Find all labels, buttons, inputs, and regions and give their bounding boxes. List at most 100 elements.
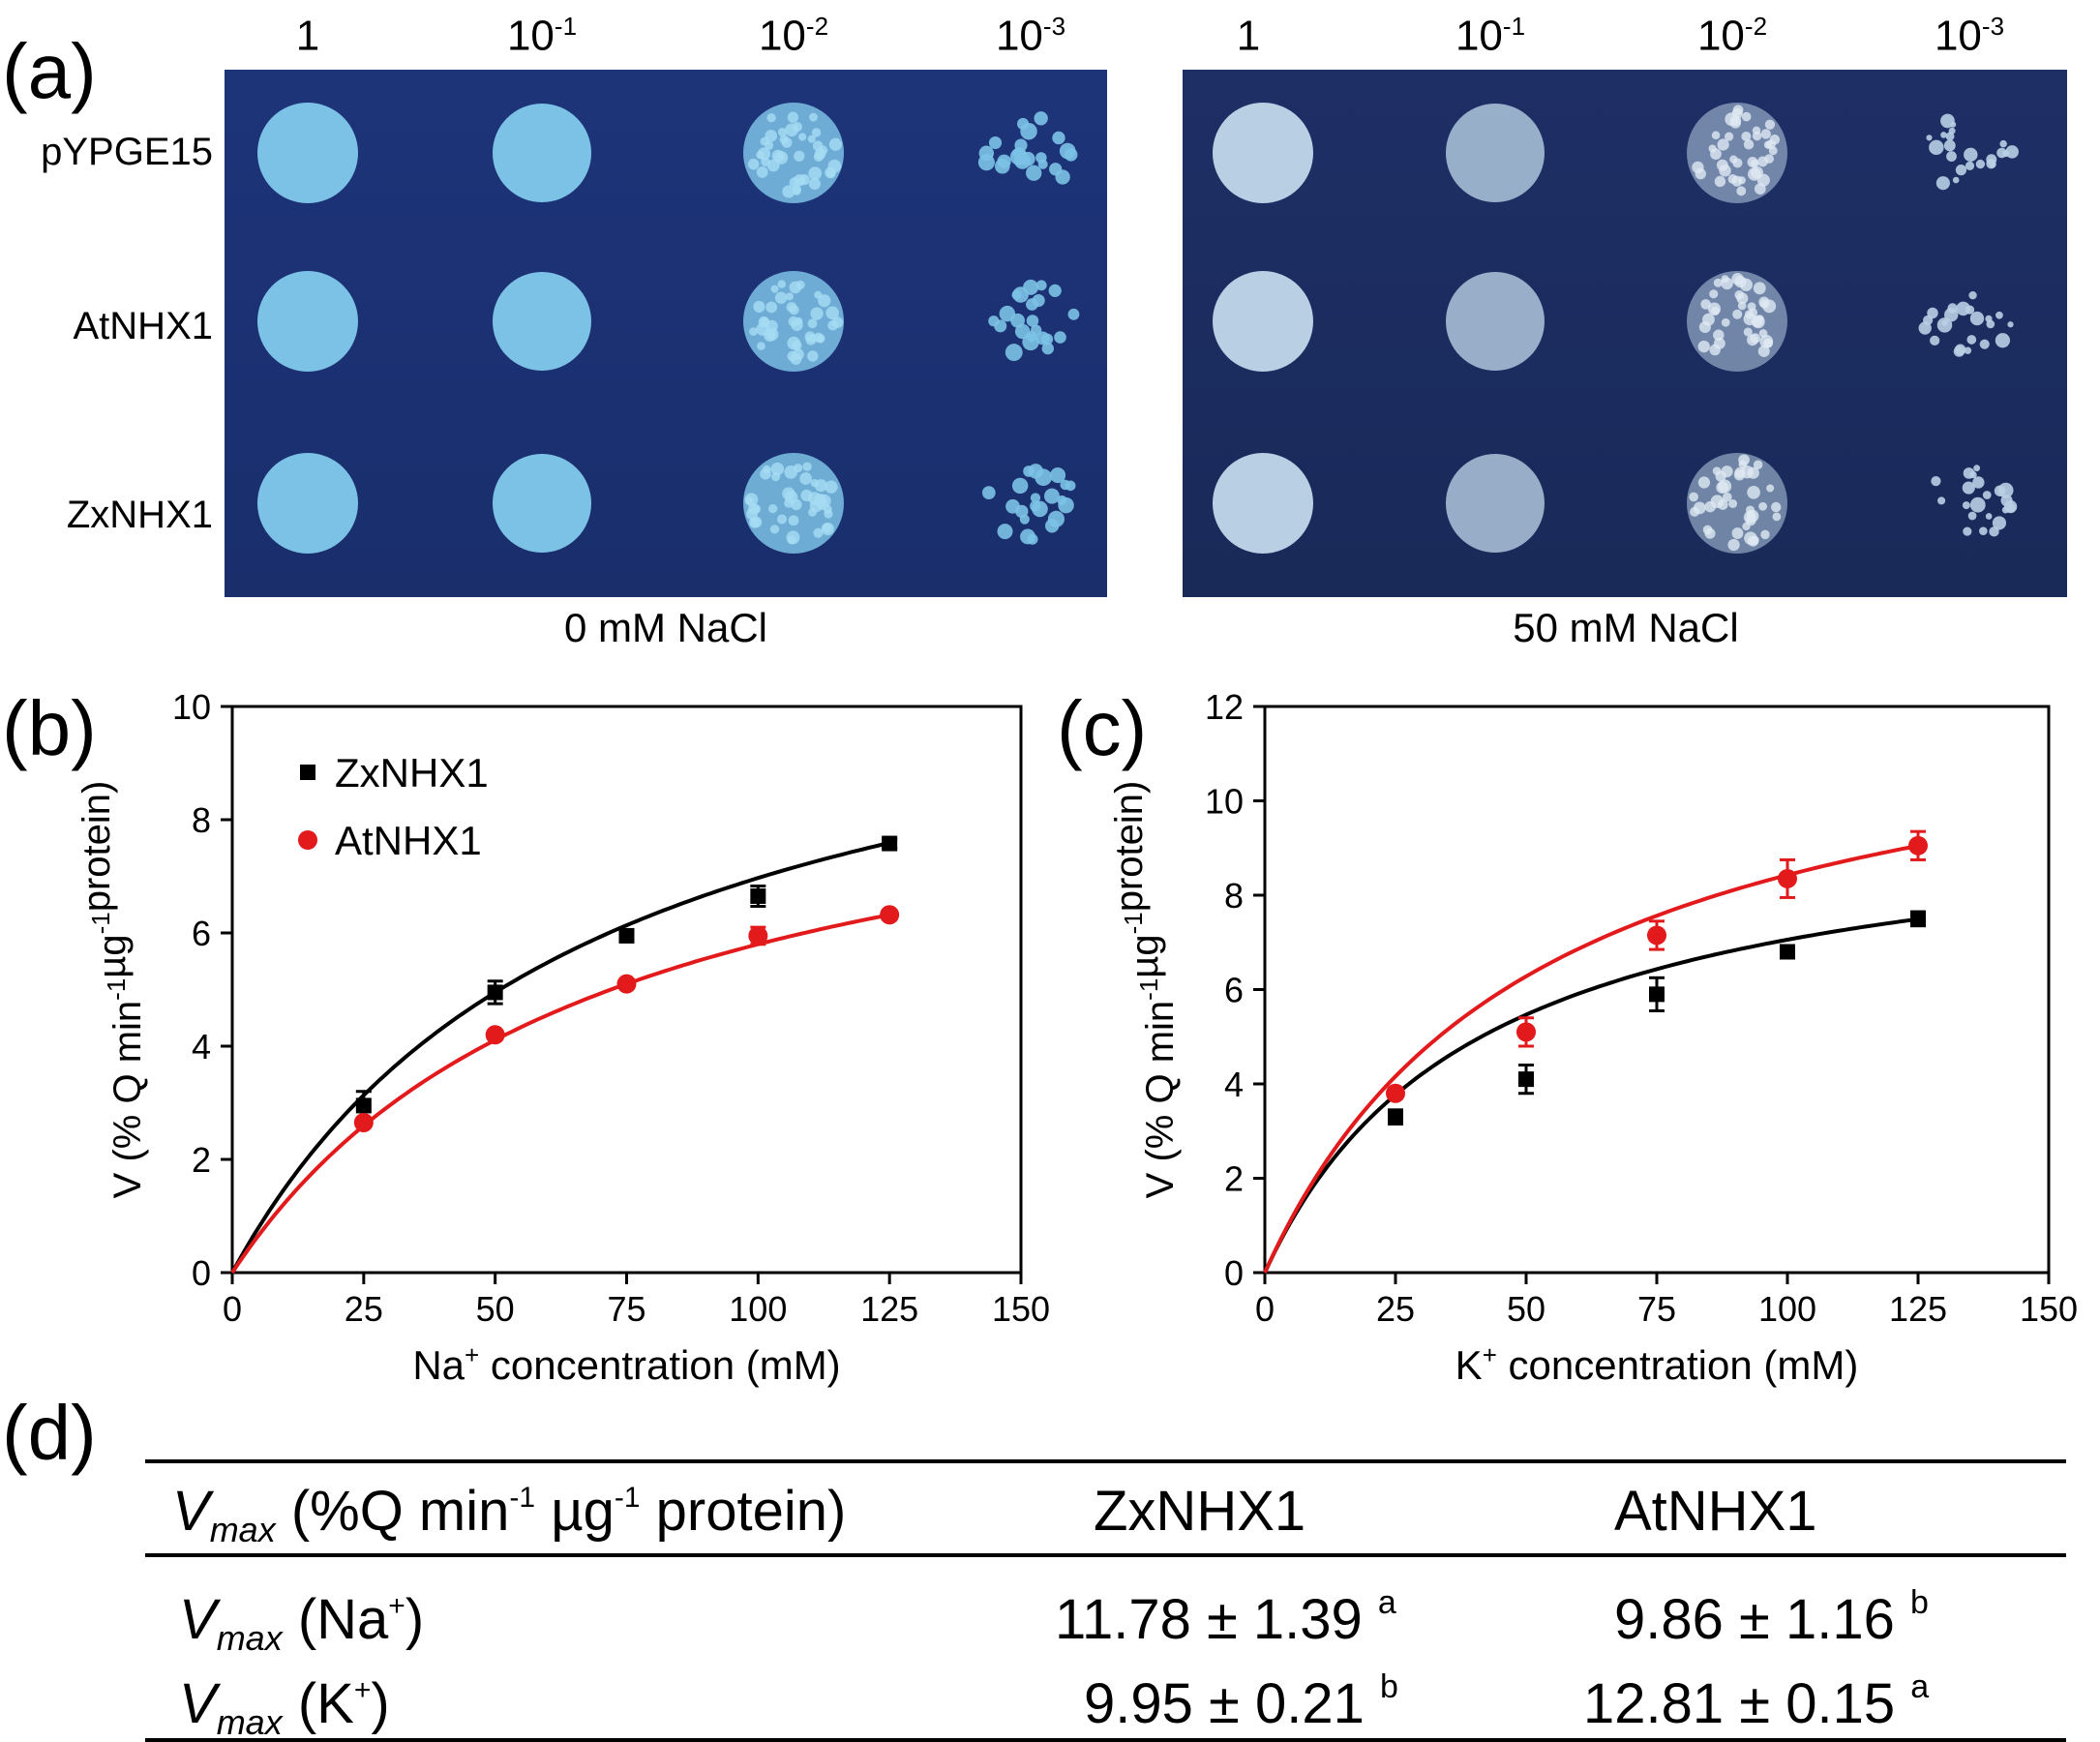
colony-spot bbox=[1446, 272, 1545, 371]
colony bbox=[1017, 117, 1030, 131]
colony bbox=[824, 509, 833, 519]
colony bbox=[758, 315, 770, 328]
colony bbox=[997, 524, 1013, 540]
colony bbox=[1926, 135, 1933, 141]
colony bbox=[1966, 335, 1977, 345]
chart-na-kinetics: 0 25 50 75 100 125 150 0 2 4 6 8 10 Na+ concentration… bbox=[75, 687, 1050, 1388]
colony bbox=[1732, 158, 1743, 168]
x-tick-label: 50 bbox=[1507, 1289, 1545, 1329]
colony bbox=[807, 135, 816, 143]
colony bbox=[1732, 105, 1744, 116]
colony bbox=[1722, 492, 1732, 502]
colony bbox=[1985, 513, 1993, 520]
colony bbox=[1027, 533, 1038, 545]
colony bbox=[1009, 147, 1028, 165]
x-tick-label: 100 bbox=[1758, 1289, 1816, 1329]
strain-label: AtNHX1 bbox=[73, 305, 214, 347]
colony bbox=[1055, 169, 1070, 185]
colony bbox=[1760, 129, 1771, 139]
colony-spot bbox=[493, 272, 591, 371]
colony bbox=[1011, 289, 1022, 300]
colony bbox=[1035, 152, 1047, 164]
colony bbox=[765, 130, 778, 142]
colony bbox=[1738, 454, 1750, 466]
y-tick-label: 4 bbox=[192, 1027, 211, 1066]
colony bbox=[1744, 531, 1757, 545]
colony-spot bbox=[1213, 453, 1313, 554]
data-point-atnhx1 bbox=[748, 925, 768, 946]
data-point-atnhx1 bbox=[1386, 1083, 1405, 1103]
data-point-zxnhx1 bbox=[750, 887, 766, 904]
table-cell-zx-na: 11.78 ± 1.39 a bbox=[1055, 1584, 1396, 1651]
colony bbox=[1965, 161, 1975, 171]
colony bbox=[1059, 142, 1076, 160]
colony bbox=[805, 334, 817, 345]
dilution-header: 1 bbox=[1236, 12, 1261, 60]
legend-label: ZxNHX1 bbox=[335, 750, 489, 796]
x-tick-label: 125 bbox=[1889, 1289, 1947, 1329]
colony bbox=[1043, 488, 1061, 504]
colony bbox=[1962, 481, 1975, 495]
y-tick-label: 6 bbox=[1224, 971, 1244, 1010]
colony bbox=[1743, 139, 1755, 150]
colony bbox=[1992, 516, 2007, 530]
colony bbox=[1742, 522, 1751, 531]
colony bbox=[799, 472, 813, 485]
colony bbox=[1689, 492, 1698, 502]
colony bbox=[812, 140, 824, 152]
colony bbox=[794, 464, 803, 473]
colony bbox=[1766, 484, 1775, 493]
colony bbox=[1753, 282, 1766, 295]
colony bbox=[777, 127, 788, 137]
colony bbox=[1721, 277, 1733, 290]
table-row-label-k: Vmax (K+) bbox=[179, 1672, 390, 1742]
colony bbox=[1026, 165, 1042, 181]
colony bbox=[1965, 305, 1975, 315]
x-tick-label: 150 bbox=[992, 1289, 1050, 1329]
colony bbox=[771, 149, 785, 163]
colony bbox=[825, 306, 839, 320]
colony bbox=[767, 503, 778, 514]
colony bbox=[1734, 276, 1747, 288]
colony bbox=[787, 111, 799, 123]
panel-label-c: (c) bbox=[1057, 685, 1147, 771]
x-tick-label: 100 bbox=[729, 1289, 787, 1329]
data-point-zxnhx1 bbox=[1910, 911, 1926, 927]
colony-spot bbox=[1213, 103, 1313, 203]
colony bbox=[1697, 340, 1710, 353]
colony bbox=[1972, 476, 1985, 489]
colony bbox=[777, 280, 787, 288]
colony bbox=[748, 517, 761, 528]
colony bbox=[765, 301, 778, 314]
colony bbox=[1967, 511, 1977, 521]
table-header-atnhx1: AtNHX1 bbox=[1614, 1480, 1817, 1543]
data-point-zxnhx1 bbox=[1518, 1071, 1534, 1088]
colony bbox=[1695, 167, 1706, 180]
colony-spot bbox=[1446, 454, 1545, 553]
x-tick-label: 75 bbox=[1637, 1289, 1676, 1329]
fit-curve-zxnhx1 bbox=[230, 841, 890, 1274]
data-point-atnhx1 bbox=[1647, 925, 1666, 946]
colony bbox=[1005, 498, 1020, 514]
y-tick-label: 10 bbox=[172, 687, 211, 727]
colony bbox=[1752, 131, 1762, 141]
colony bbox=[809, 112, 818, 122]
colony bbox=[1762, 299, 1777, 314]
colony bbox=[1758, 329, 1768, 338]
colony bbox=[1034, 111, 1048, 126]
colony bbox=[1725, 132, 1734, 141]
colony bbox=[1717, 138, 1729, 151]
colony bbox=[815, 334, 825, 343]
colony bbox=[994, 158, 1010, 174]
data-point-zxnhx1 bbox=[1649, 986, 1665, 1003]
colony bbox=[1918, 321, 1932, 335]
y-axis-label: V (% Q min-1µg-1protein) bbox=[75, 781, 149, 1199]
colony bbox=[1969, 496, 1986, 513]
colony bbox=[1715, 470, 1726, 482]
colony bbox=[808, 507, 817, 517]
colony bbox=[1743, 327, 1753, 337]
colony bbox=[785, 292, 794, 301]
colony bbox=[1737, 176, 1746, 185]
colony bbox=[769, 525, 780, 534]
data-point-atnhx1 bbox=[1778, 868, 1797, 888]
